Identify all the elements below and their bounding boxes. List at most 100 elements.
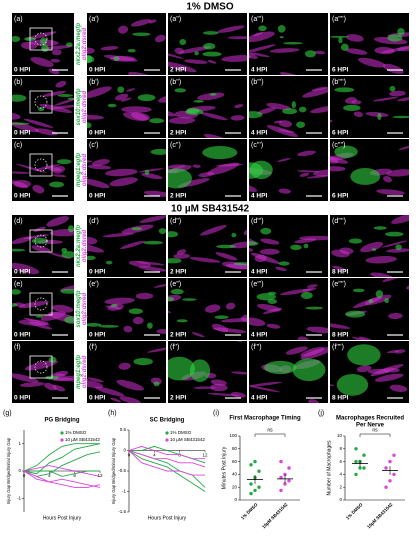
magenta-signal (249, 181, 258, 192)
magenta-signal (42, 45, 74, 50)
magenta-signal (118, 25, 129, 34)
green-signal (128, 308, 143, 315)
green-signal (298, 106, 307, 113)
data-point (354, 472, 358, 477)
magenta-signal (30, 57, 54, 67)
y-tick-label: 4 (339, 472, 342, 477)
magenta-signal (193, 386, 216, 389)
magenta-signal (87, 236, 98, 245)
y-tick-label: 10 (337, 433, 343, 438)
green-signal (345, 310, 366, 318)
image-content (249, 25, 326, 75)
data-point (362, 466, 366, 470)
trace-line (23, 443, 100, 472)
green-signal (347, 344, 381, 366)
magenta-signal (87, 379, 104, 389)
panel-id: (b'') (170, 79, 181, 86)
green-signal (385, 231, 404, 237)
magenta-signal (192, 164, 201, 168)
green-signal (264, 360, 297, 375)
magenta-signal (383, 63, 404, 74)
green-signal (133, 357, 153, 366)
green-signal (61, 247, 68, 253)
x-tick-label: 4 (48, 473, 51, 478)
magenta-signal (173, 253, 191, 259)
panel-id: (f''') (251, 344, 262, 351)
magenta-signal (12, 112, 21, 120)
data-point (392, 453, 396, 457)
magenta-signal (168, 61, 197, 73)
inset-box (29, 27, 53, 51)
magenta-signal (168, 49, 184, 59)
reporter-label: olig2:dsred (82, 153, 88, 186)
magenta-signal (215, 163, 244, 167)
micrograph: (e) 0 HPI (12, 278, 74, 340)
image-content (168, 88, 245, 138)
green-signal (348, 238, 363, 244)
legend-label: 1% DMSO (170, 430, 192, 435)
data-point (388, 479, 392, 483)
green-signal (203, 31, 219, 35)
image-content (87, 347, 166, 403)
image-content (87, 19, 166, 75)
x-tick-label: 8 (73, 473, 76, 478)
green-signal (150, 148, 166, 155)
magenta-signal (297, 150, 316, 157)
green-signal (291, 101, 297, 109)
green-signal (202, 51, 222, 57)
image-content (330, 278, 409, 340)
green-signal (168, 296, 175, 302)
magenta-signal (345, 48, 368, 55)
green-signal (278, 261, 290, 266)
green-signal (352, 288, 365, 293)
time-label: 0 HPI (14, 332, 30, 339)
magenta-signal (386, 169, 409, 177)
magenta-signal (197, 92, 225, 101)
data-point (253, 488, 257, 493)
magenta-signal (388, 312, 403, 320)
chart-title: Per Nerve (356, 423, 385, 429)
micrograph: (b') 0 HPI (87, 76, 166, 138)
image-content (12, 31, 74, 75)
green-signal (214, 315, 229, 320)
magenta-signal (225, 302, 236, 310)
green-signal (338, 37, 343, 44)
micrograph: (c'''') 6 HPI (330, 139, 409, 201)
reporter-label: nkx2.2a:megfp (76, 23, 82, 65)
green-signal (290, 244, 302, 251)
magenta-signal (365, 255, 397, 264)
magenta-signal (257, 107, 276, 115)
time-label: 4 HPI (251, 269, 267, 276)
magenta-signal (100, 46, 119, 51)
magenta-signal (119, 396, 141, 403)
panel-id: (b') (89, 79, 99, 86)
image-content (330, 344, 408, 396)
trace-line (23, 451, 101, 477)
green-signal (144, 169, 150, 175)
y-tick-label: 0.5 (120, 427, 127, 432)
green-signal (301, 291, 313, 300)
magenta-signal (396, 95, 409, 102)
green-signal (395, 244, 402, 250)
magenta-signal (52, 174, 67, 178)
section-title: 10 µM SB431542 (171, 204, 249, 215)
green-signal (131, 227, 143, 231)
image-content (249, 150, 328, 194)
time-label: 0 HPI (14, 67, 30, 74)
panel-id: (e'''') (332, 281, 346, 288)
time-label: 2 HPI (170, 193, 186, 200)
time-label: 0 HPI (89, 332, 105, 339)
magenta-signal (353, 111, 363, 118)
magenta-signal (296, 170, 320, 173)
panel-id: (b''') (251, 79, 264, 86)
green-signal (147, 322, 153, 329)
inset-box (29, 153, 53, 177)
time-label: 8 HPI (332, 395, 348, 402)
magenta-signal (356, 365, 372, 373)
green-signal (277, 25, 286, 33)
x-tick-label: 12 (202, 453, 208, 458)
magenta-signal (212, 327, 247, 333)
panel-id: (b) (14, 79, 23, 86)
significance-bracket (359, 433, 391, 437)
magenta-signal (168, 117, 196, 124)
